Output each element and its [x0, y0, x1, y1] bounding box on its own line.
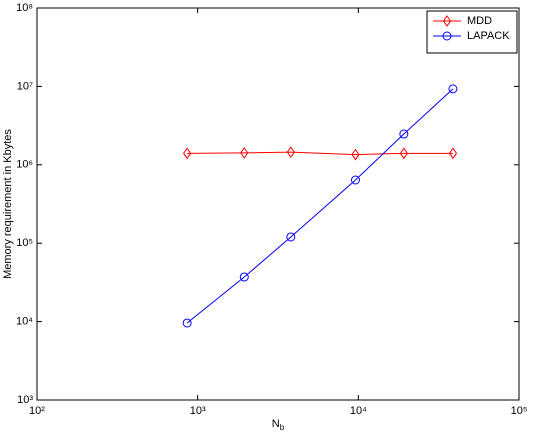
x-tick-label: 10⁴ [350, 405, 367, 417]
marker [350, 175, 360, 185]
marker [448, 147, 458, 160]
x-label-main: N [272, 418, 280, 430]
x-tick-label: 10² [29, 405, 45, 417]
y-axis-label: Memory requirement in Kbytes [2, 129, 14, 279]
plot-frame [36, 7, 520, 401]
y-tick-label: 10⁸ [16, 2, 33, 14]
y-tick-label: 10⁶ [16, 159, 33, 171]
legend-label: MDD [467, 15, 492, 27]
marker [399, 129, 409, 139]
legend-marker [442, 31, 452, 41]
x-axis-label: Nb [272, 418, 285, 432]
series-line [186, 88, 454, 324]
y-tick-label: 10⁴ [16, 316, 33, 328]
marker [183, 147, 192, 160]
marker [239, 272, 249, 282]
marker [448, 84, 458, 94]
legend-marker [442, 15, 452, 27]
legend-box [426, 10, 518, 54]
marker [399, 147, 408, 160]
series-line [187, 151, 453, 156]
y-tick-label: 10⁵ [16, 237, 33, 249]
y-tick-label: 10³ [17, 394, 33, 406]
marker [286, 146, 295, 159]
marker [182, 318, 192, 328]
marker [351, 148, 360, 161]
legend-label: LAPACK [467, 30, 510, 42]
y-tick-label: 10⁷ [17, 80, 33, 92]
x-tick-label: 10³ [190, 405, 206, 417]
marker [286, 232, 296, 242]
x-label-sub: b [280, 423, 285, 432]
marker [240, 146, 249, 159]
x-tick-label: 10⁵ [511, 405, 528, 417]
